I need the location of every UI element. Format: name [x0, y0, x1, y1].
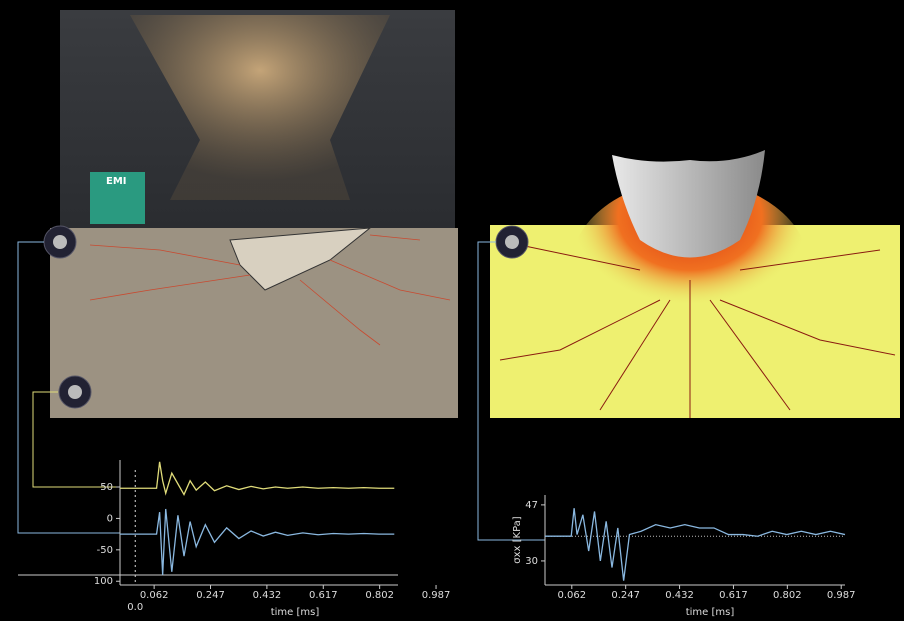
x-tick-label: 0.432	[665, 590, 694, 601]
x-tick-label: 0.617	[719, 590, 748, 601]
y-tick-label: 0	[107, 513, 113, 524]
x-tick-label: 0.802	[773, 590, 802, 601]
x-tick-label: 0.617	[309, 590, 338, 601]
figure: EMI 50 0 -50 100 0.062 0.247 0.432 0.617 0.802 0.…	[0, 0, 904, 621]
x-tick-label: 0.987	[422, 590, 451, 601]
y-axis-label: σxx [KPa]	[512, 516, 523, 564]
y-tick-label: 50	[100, 482, 113, 493]
page: EMI 50 0 -50 100 0.062 0.247 0.432 0.617 0.802 0.…	[0, 0, 904, 621]
x-tick-label: 0.802	[365, 590, 394, 601]
x-marker-label: 0.0	[127, 602, 143, 613]
x-axis-label: time [ms]	[271, 607, 320, 618]
x-axis-label: time [ms]	[686, 607, 735, 618]
y-tick-label: 100	[94, 576, 113, 587]
y-tick-label: -50	[97, 545, 113, 556]
x-tick-label: 0.247	[611, 590, 640, 601]
x-tick-label: 0.247	[196, 590, 225, 601]
series-line	[120, 509, 394, 575]
y-tick-label: 47	[525, 500, 538, 511]
x-tick-label: 0.987	[827, 590, 856, 601]
charts: 50 0 -50 100 0.062 0.247 0.432 0.617 0.802 0.987 t…	[94, 460, 856, 618]
x-tick-label: 0.062	[140, 590, 169, 601]
logo-text: EMI	[106, 176, 127, 187]
x-tick-label: 0.432	[253, 590, 282, 601]
series-line	[120, 462, 394, 495]
series-line	[545, 508, 845, 581]
x-tick-label: 0.062	[557, 590, 586, 601]
y-tick-label: 30	[525, 556, 538, 567]
